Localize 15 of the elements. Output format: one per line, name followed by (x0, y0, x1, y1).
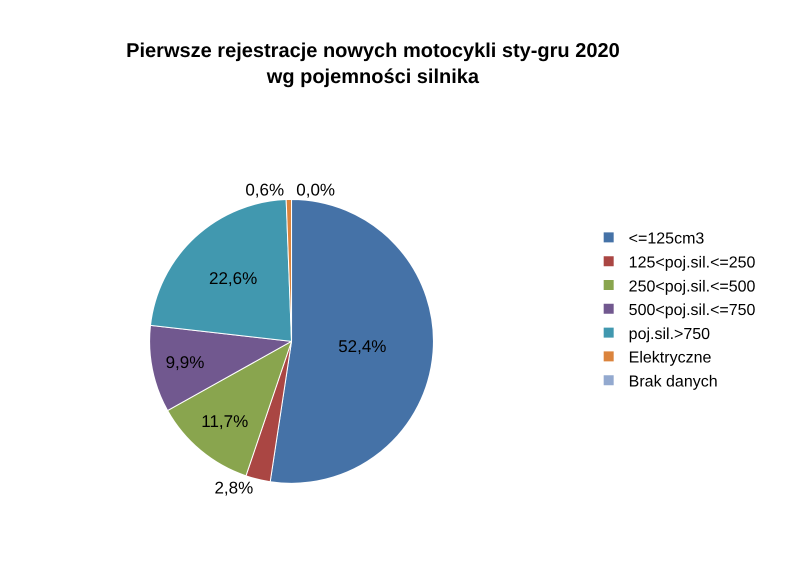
data-label: 2,8% (214, 478, 254, 498)
text: 0,0% (296, 180, 336, 200)
data-label: 9,9% (166, 353, 204, 372)
legend-label: poj.sil.>750 (628, 326, 710, 343)
legend-label: <=125cm3 (628, 230, 704, 248)
data-label: 22,6% (208, 268, 258, 288)
legend-label: Brak danych (628, 373, 718, 390)
legend-label: 500<poj.sil.<=750 (628, 302, 756, 320)
legend-label: Elektryczne (628, 350, 712, 367)
legend-label: 250<poj.sil.<=500 (628, 278, 756, 296)
legend-label: 125<poj.sil.<=250 (628, 254, 756, 272)
chart-title: Pierwsze rejestracje nowych motocykli sty-gru 2020 wg pojemności silnika (126, 40, 620, 88)
data-label: 11,7% (201, 412, 248, 432)
data-label: 52,4% (338, 337, 386, 356)
data-label: 0,6% (245, 180, 284, 200)
